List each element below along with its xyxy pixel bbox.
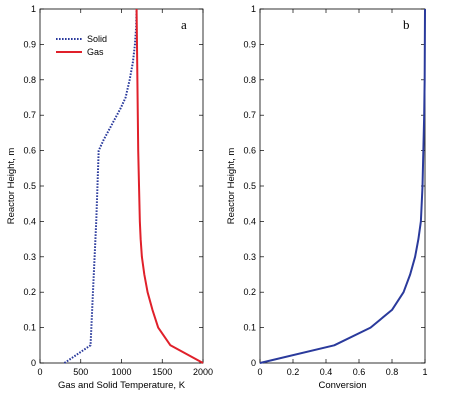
panel-letter: a <box>181 17 187 32</box>
series-line-conversion <box>259 8 426 364</box>
y-tick-label: 0 <box>251 358 256 368</box>
legend-entry: Solid <box>87 34 107 44</box>
y-tick-label: 0.8 <box>23 75 36 85</box>
y-tick-label: 0.5 <box>23 181 36 191</box>
x-tick-label: 0.8 <box>386 367 399 377</box>
panel-letter: b <box>403 17 410 32</box>
x-axis-label: Conversion <box>318 380 366 391</box>
panel-a: 0 500 1000 1500 2000 0 0.1 0.2 0.3 0.4 0.5 0.6 0.7 0.… <box>6 4 213 391</box>
x-tick-label: 0.4 <box>320 367 333 377</box>
y-tick-label: 0.7 <box>23 110 36 120</box>
y-tick-label: 0.6 <box>243 146 256 156</box>
x-tick-label: 0 <box>37 367 42 377</box>
y-tick-label: 0.3 <box>243 252 256 262</box>
y-axis-label: Reactor Height, m <box>6 148 17 225</box>
legend-entry: Gas <box>87 47 104 57</box>
y-tick-label: 0.2 <box>243 287 256 297</box>
y-tick-label: 0.4 <box>243 216 256 226</box>
x-tick-label: 1 <box>422 367 427 377</box>
plot-frame <box>39 8 204 364</box>
y-axis-label: Reactor Height, m <box>226 148 237 225</box>
x-tick-label: 1500 <box>152 367 172 377</box>
x-axis-label: Gas and Solid Temperature, K <box>58 380 186 391</box>
y-tick-label: 0.6 <box>23 146 36 156</box>
y-tick-label: 0.2 <box>23 287 36 297</box>
y-tick-label: 0.8 <box>243 75 256 85</box>
y-tick-label: 1 <box>251 4 256 14</box>
y-tick-label: 0.3 <box>23 252 36 262</box>
x-tick-label: 500 <box>73 367 88 377</box>
x-tick-label: 0.6 <box>353 367 366 377</box>
plot-frame <box>259 8 426 364</box>
y-tick-label: 0.5 <box>243 181 256 191</box>
x-tick-label: 0 <box>257 367 262 377</box>
legend: Solid Gas <box>56 34 107 57</box>
y-tick-label: 1 <box>31 4 36 14</box>
x-tick-label: 0.2 <box>287 367 300 377</box>
y-tick-label: 0.7 <box>243 110 256 120</box>
x-tick-label: 1000 <box>111 367 131 377</box>
x-tick-label: 2000 <box>193 367 213 377</box>
series-line-gas <box>135 8 204 364</box>
y-tick-label: 0.9 <box>243 39 256 49</box>
y-tick-label: 0.1 <box>243 323 256 333</box>
y-tick-label: 0.4 <box>23 216 36 226</box>
y-tick-label: 0.1 <box>23 323 36 333</box>
y-tick-label: 0.9 <box>23 39 36 49</box>
panel-b: 0 0.2 0.4 0.6 0.8 1 0 0.1 0.2 0.3 0.4 0.5 0.6 0.7 0.8 0… <box>226 4 428 391</box>
y-tick-label: 0 <box>31 358 36 368</box>
series-line-solid <box>63 8 138 364</box>
